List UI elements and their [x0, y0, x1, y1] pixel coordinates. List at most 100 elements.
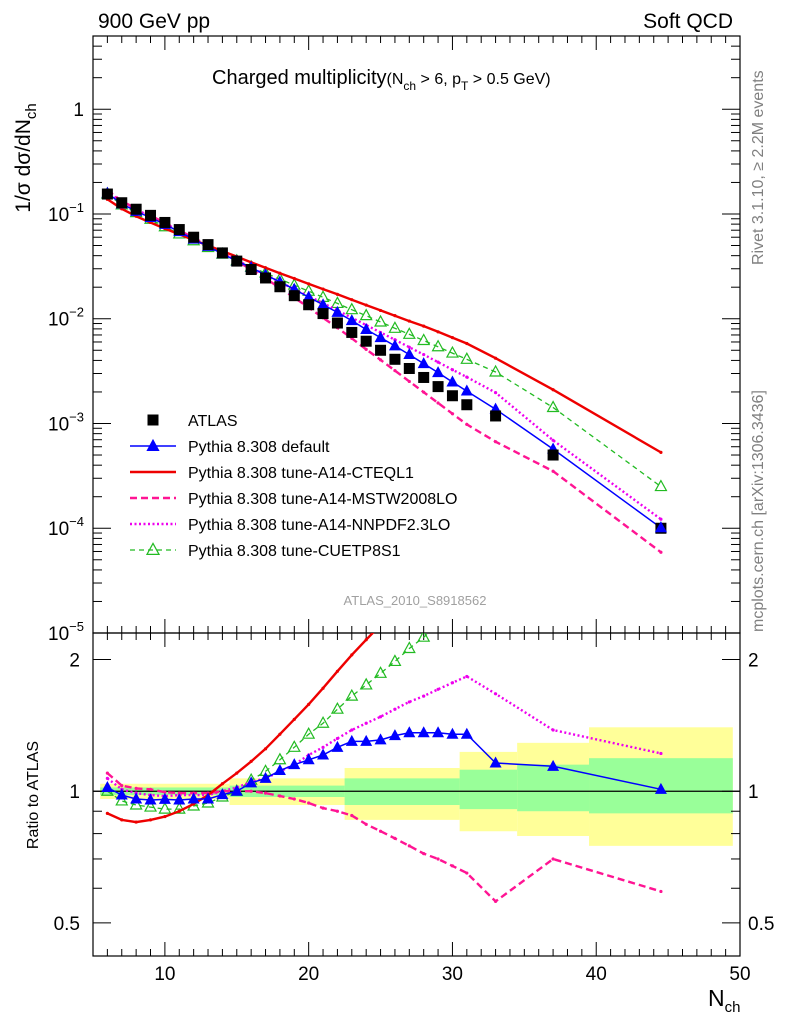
data-point-mstw [393, 368, 397, 373]
data-point-nnpdf [364, 721, 368, 725]
data-point-atlas [202, 239, 214, 251]
xlabel-sub: ch [725, 999, 741, 1016]
legend: ATLAS Pythia 8.308 default Pythia 8.308 tu… [130, 413, 457, 560]
series-line-mstw [106, 772, 662, 903]
data-point-cteql1 [177, 809, 181, 813]
data-point-cteql1 [659, 473, 662, 476]
x-tick-label: 10 [154, 964, 175, 985]
data-point-cuetp [654, 479, 668, 492]
data-point-cteql1 [335, 292, 340, 296]
data-point-default [446, 727, 459, 739]
top-y-tick-label-base: 10 [48, 310, 69, 331]
data-point-nnpdf [493, 391, 498, 395]
data-point-default [331, 305, 344, 317]
ratio-uncertainty-bands [93, 727, 740, 846]
data-point-mstw [450, 864, 455, 868]
data-point-default [403, 726, 416, 738]
data-point-default [202, 792, 215, 804]
data-point-default [130, 792, 143, 804]
data-point-mstw [292, 797, 296, 801]
legend-label-mstw: Pythia 8.308 tune-A14-MSTW2008LO [188, 491, 457, 508]
data-point-default [302, 753, 315, 765]
top-ylabel-main: 1/σ dσ/dN [12, 119, 35, 213]
data-point-mstw [436, 401, 440, 405]
data-point-default [547, 759, 560, 771]
data-point-atlas [446, 390, 458, 402]
data-point-mstw [307, 801, 311, 805]
data-point-mstw [335, 809, 340, 813]
data-point-nnpdf [465, 375, 469, 379]
data-point-cuetp [273, 752, 287, 765]
data-point-atlas [403, 362, 415, 374]
top-y-tick-label: 10−2 [48, 305, 84, 331]
data-point-atlas [231, 255, 243, 267]
data-point-mstw [177, 791, 181, 795]
data-point-default [360, 734, 373, 746]
data-point-cteql1 [263, 747, 268, 751]
data-point-mstw [551, 469, 555, 473]
top-y-tick-label-exp: −2 [69, 305, 84, 320]
data-point-cteql1 [321, 287, 325, 291]
data-point-mstw [422, 852, 426, 856]
data-point-default [173, 793, 186, 805]
series-line-nnpdf [106, 675, 662, 798]
data-point-default [115, 788, 128, 800]
series-line-cuetp [107, 633, 430, 810]
data-point-cteql1 [350, 298, 354, 302]
header-right-label: Soft QCD [643, 10, 733, 33]
data-point-cuetp [431, 339, 445, 352]
data-point-atlas [346, 326, 358, 338]
bottom-ylabel: Ratio to ATLAS [25, 741, 42, 849]
x-tick-label: 30 [442, 964, 463, 985]
data-point-mstw [393, 836, 397, 841]
data-point-cteql1 [321, 686, 325, 690]
top-y-tick-label: 10−4 [48, 514, 84, 540]
data-point-cteql1 [659, 450, 663, 454]
data-point-atlas [490, 410, 502, 422]
data-point-cteql1 [148, 818, 153, 822]
band-inner-segment [517, 764, 590, 812]
data-point-nnpdf [436, 360, 440, 364]
data-point-mstw [493, 899, 498, 903]
top-ylabel: 1/σ dσ/dNch [12, 103, 40, 212]
data-point-cuetp [172, 801, 186, 814]
legend-label-cuetp: Pythia 8.308 tune-CUETP8S1 [188, 543, 401, 560]
data-point-mstw [278, 794, 282, 798]
analysis-id-label: ATLAS_2010_S8918562 [344, 593, 487, 608]
top-y-tick-label: 1 [73, 100, 84, 121]
data-point-cuetp [345, 688, 359, 701]
data-point-cuetp [417, 633, 431, 642]
data-point-cuetp [359, 677, 373, 690]
data-point-nnpdf [659, 751, 663, 756]
data-point-cuetp [417, 333, 431, 346]
data-point-mstw [350, 813, 354, 818]
data-point-atlas [101, 188, 113, 200]
data-point-atlas [303, 299, 315, 311]
data-point-nnpdf [422, 694, 426, 698]
data-point-cteql1 [163, 814, 167, 819]
ratio-y-tick-label-right: 0.5 [748, 914, 774, 935]
data-point-default [158, 792, 171, 804]
data-point-cteql1 [451, 546, 454, 549]
data-point-default [374, 331, 387, 343]
ratio-y-tick-label-right: 2 [748, 651, 759, 672]
data-point-default [374, 733, 387, 745]
data-point-default [245, 776, 258, 788]
legend-marker-default [146, 438, 160, 451]
data-point-cuetp [445, 345, 459, 358]
data-point-cteql1 [436, 330, 440, 334]
data-point-default [654, 521, 667, 533]
data-point-atlas [432, 381, 444, 393]
ratio-panel-frame [92, 632, 741, 957]
data-point-cuetp [345, 302, 359, 315]
top-panel-series [100, 186, 668, 554]
top-y-tick-label-exp: −5 [69, 619, 84, 634]
data-point-default [345, 734, 358, 746]
plot-title-cond-sub2: T [461, 79, 469, 93]
rivet-version-label: Rivet 3.1.10, ≥ 2.2M events [750, 70, 767, 265]
legend-label-default: Pythia 8.308 default [188, 439, 330, 456]
legend-label-nnpdf: Pythia 8.308 tune-A14-NNPDF2.3LO [188, 517, 450, 534]
data-point-default [273, 764, 286, 776]
